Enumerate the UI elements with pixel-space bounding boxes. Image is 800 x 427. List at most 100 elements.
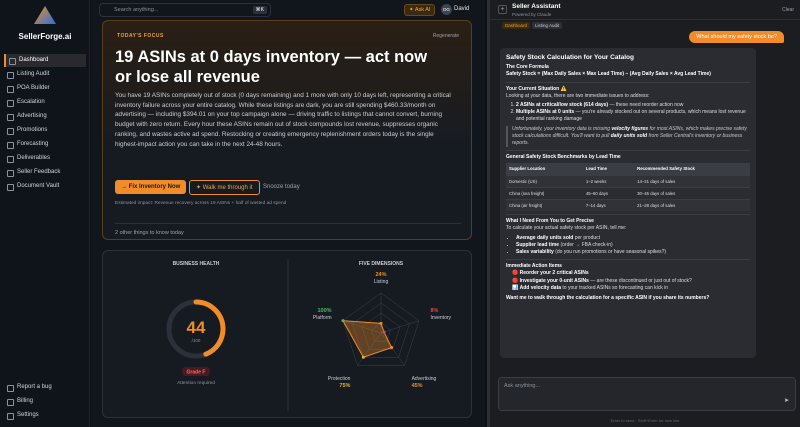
need: Supplier lead time (order → FBA check-in… [516, 242, 750, 249]
action-list: 🔴 Reorder your 2 critical ASINs 🔴 Investi… [506, 270, 750, 292]
nav-item[interactable]: Document Vault [4, 180, 86, 193]
grade-pill [182, 367, 210, 376]
action: 📊 Add velocity data to your tracked ASIN… [512, 285, 750, 292]
radar-ring [371, 322, 391, 342]
dimension-name: Protection [328, 376, 351, 382]
text-segment: Supplier lead time [516, 241, 560, 248]
separator [506, 214, 750, 216]
shortcut: ⌘K [252, 6, 267, 14]
radar-area [342, 320, 393, 358]
paragraph: Looking at your data, there are two imme… [506, 92, 650, 99]
nav-item[interactable]: Seller Feedback [4, 166, 86, 179]
section-title: Your Current Situation ⚠️ [506, 85, 567, 92]
regenerate[interactable]: Regenerate [432, 33, 459, 39]
dimension-value: 75% [339, 383, 350, 389]
nav: Dashboard Listing Audit POA Builder Escalat… [4, 54, 86, 194]
nav-item[interactable]: Listing Audit [4, 68, 86, 81]
logo[interactable]: SellerForge.ai [8, 6, 82, 44]
section-title: Immediate Action Items [506, 263, 562, 270]
gauge-arc [166, 299, 226, 359]
text-segment: Multiple ASINs at 0 units [516, 109, 575, 116]
text-segment: — these need reorder action now [608, 102, 684, 109]
focus-label: TODAY'S FOCUS [117, 33, 164, 39]
new-chat[interactable]: + [498, 5, 507, 14]
send-button[interactable]: ➤ [783, 398, 789, 404]
table-cell: China (sea freight) [506, 186, 583, 200]
radar-ring [342, 292, 420, 366]
context-chip: Dashboard [502, 22, 531, 29]
text-segment: Unfortunately, your inventory data is mi… [512, 125, 612, 132]
ask-ai-button[interactable]: ✦ Ask AI [404, 4, 436, 16]
bottom-nav: Report a bug Billing Settings [4, 381, 86, 423]
text-segment: — you're already stocked out on several … [516, 109, 746, 123]
text-segment: Sales variability [516, 249, 554, 256]
bottom-nav-item[interactable]: Settings [4, 409, 86, 422]
impact: Estimated impact: Revenue recovery acros… [115, 201, 287, 206]
need: Average daily units sold per product [516, 235, 750, 242]
text-segment: (order → FBA check-in) [559, 241, 613, 248]
note: Unfortunately, your inventory data is mi… [506, 125, 750, 148]
radar-point [341, 319, 345, 323]
nav-item[interactable]: Advertising [4, 110, 86, 123]
nav-item[interactable]: Deliverables [4, 152, 86, 165]
text-segment: Add velocity data [519, 284, 562, 291]
input-placeholder: Ask anything... [504, 383, 541, 389]
table-cell: Domestic (US) [506, 174, 583, 188]
text-segment: daily units sold [610, 132, 648, 139]
sidebar: SellerForge.ai Dashboard Listing Audit POA… [0, 0, 90, 427]
action: 🔴 Reorder your 2 critical ASINs [512, 270, 750, 277]
grade: Grade F [187, 370, 206, 376]
bottom-nav-item[interactable]: Billing [4, 395, 86, 408]
bottom-nav-item[interactable]: Report a bug [4, 381, 86, 394]
issue: 2 ASINs at critical/low stock (614 days)… [516, 102, 750, 109]
dimension-name: Listing [374, 279, 389, 285]
search[interactable]: Search anything... ⌘K [99, 3, 271, 17]
snooze[interactable]: Snooze today [263, 184, 300, 190]
health-card: BUSINESS HEALTH 44/100 Grade F Attention re… [102, 250, 472, 418]
text-segment: for most ASINs, which makes precise safe… [512, 125, 747, 139]
avatar[interactable]: DG [441, 4, 452, 15]
nav-item[interactable]: Promotions [4, 124, 86, 137]
table-cell: 21–28 days of sales [634, 199, 750, 212]
section-title: What I Need From You to Get Precise [506, 218, 594, 225]
chat-input[interactable]: Ask anything... ➤ [498, 377, 796, 411]
walk-button[interactable]: ✦ Walk me through it [189, 180, 260, 195]
nav-item[interactable]: Dashboard [4, 54, 86, 67]
user-name[interactable]: David [454, 6, 470, 12]
nav-item[interactable]: Forecasting [4, 138, 86, 151]
dimension-value: 8% [430, 308, 438, 314]
text-segment: 2 ASINs at critical/low stock (614 days) [516, 102, 609, 109]
formula: Safety Stock = (Max Daily Sales × Max Le… [506, 71, 711, 78]
radar-point [390, 346, 394, 350]
table-header-cell: Supplier Location [506, 163, 583, 176]
health-max: /100 [192, 338, 201, 343]
text-segment: — are these discontinued or just out of … [588, 277, 692, 284]
section-title: The Core Formula [506, 64, 549, 71]
context-chip: Listing Audit [532, 22, 563, 29]
nav-item[interactable]: Escalation [4, 96, 86, 109]
radar-point [382, 330, 386, 334]
dimension-name: Platform [313, 315, 332, 321]
nav-item[interactable]: POA Builder [4, 82, 86, 95]
table-header-cell: Lead Time [582, 163, 635, 176]
input-hint: Enter to send · Shift+Enter for new line [610, 418, 680, 423]
assistant-subtitle: Powered by Claude [512, 12, 552, 17]
radar-ring [361, 312, 401, 350]
table-cell: 7–14 days [582, 199, 635, 212]
issue-list: 2 ASINs at critical/low stock (614 days)… [506, 102, 750, 124]
need-list: Average daily units sold per productSupp… [506, 235, 750, 257]
assistant-panel: + Seller Assistant Powered by Claude Cle… [487, 0, 800, 427]
radar-point [379, 321, 383, 325]
separator [506, 81, 750, 83]
assistant-title: Seller Assistant [512, 3, 561, 10]
text-segment: to your tracked ASINs so forecasting can… [561, 284, 669, 291]
dimension-value: 100% [317, 308, 331, 314]
closing: Want me to walk through the calculation … [506, 295, 710, 302]
more-things[interactable]: 2 other things to know today [115, 223, 461, 236]
fix-button[interactable]: → Fix Inventory Now [115, 180, 187, 194]
text-segment: Average daily units sold [516, 234, 574, 241]
table-header-cell: Recommended Safety Stock [634, 163, 750, 176]
table-row: China (sea freight) 45–60 days 30–45 days … [506, 186, 750, 200]
clear-button[interactable]: Clear [782, 7, 794, 13]
